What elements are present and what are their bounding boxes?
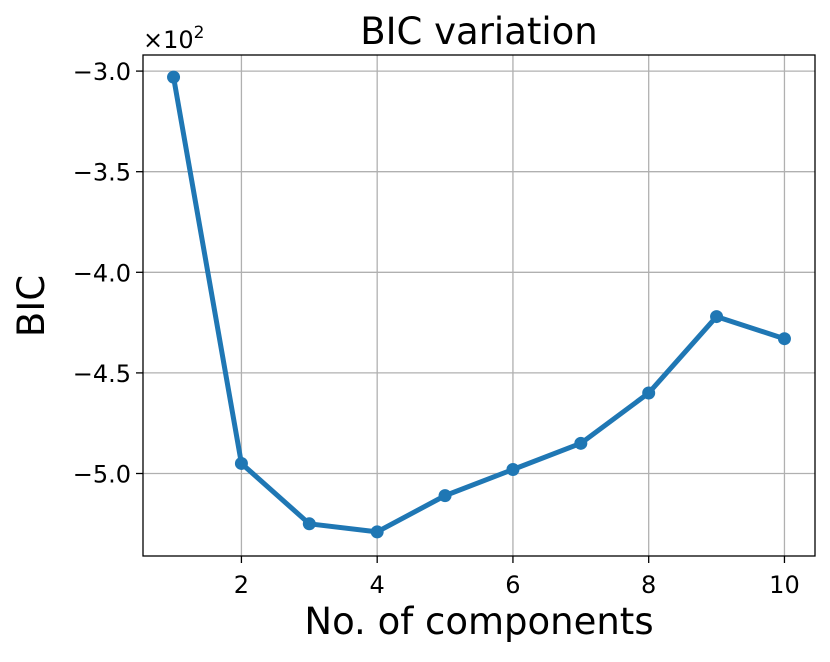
data-point bbox=[234, 456, 248, 470]
data-point bbox=[438, 489, 452, 503]
x-tick-label: 10 bbox=[769, 571, 800, 599]
y-tick-label: −4.0 bbox=[73, 259, 131, 287]
x-tick-label: 4 bbox=[370, 571, 385, 599]
y-tick-label: −4.5 bbox=[73, 360, 131, 388]
data-point bbox=[506, 462, 520, 476]
chart-title: BIC variation bbox=[360, 10, 598, 53]
series-layer bbox=[167, 70, 791, 539]
x-tick-label: 6 bbox=[505, 571, 520, 599]
y-offset-exponent: 2 bbox=[194, 23, 205, 43]
data-point bbox=[642, 386, 656, 400]
y-axis-label: BIC bbox=[10, 275, 53, 337]
y-offset-prefix: ×10 bbox=[143, 26, 194, 54]
y-offset-label: ×102 bbox=[143, 23, 204, 54]
y-tick-label: −3.0 bbox=[73, 58, 131, 86]
plot-frame bbox=[142, 54, 816, 557]
data-point bbox=[167, 70, 181, 84]
y-tick-label: −5.0 bbox=[73, 461, 131, 489]
x-tick-label: 8 bbox=[641, 571, 656, 599]
x-axis-label: No. of components bbox=[304, 600, 653, 643]
series-line bbox=[171, 74, 787, 535]
x-tick-label: 2 bbox=[234, 571, 249, 599]
data-point bbox=[574, 436, 588, 450]
grid-lines bbox=[143, 55, 815, 556]
data-point bbox=[302, 517, 316, 531]
data-point bbox=[710, 310, 724, 324]
axis-ticks: 2 4 6 8 10 −3.0 −3.5 −4.0 −4.5 −5.0 bbox=[73, 58, 800, 599]
data-point bbox=[777, 332, 791, 346]
data-point bbox=[370, 525, 384, 539]
y-tick-label: −3.5 bbox=[73, 159, 131, 187]
